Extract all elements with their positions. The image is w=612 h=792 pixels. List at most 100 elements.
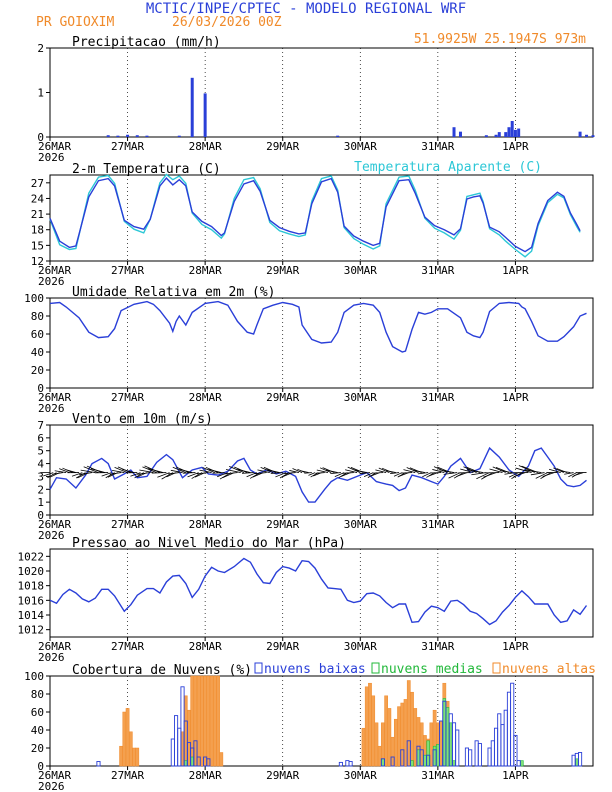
cloud-low-bar — [196, 756, 201, 767]
cloud-high-bar — [377, 745, 382, 767]
x-year-label: 2026 — [38, 275, 65, 288]
wind-vector — [489, 468, 503, 473]
chart-main-title: MCTIC/INPE/CPTEC - MODELO REGIONAL WRF — [146, 1, 466, 17]
precip-bar — [135, 135, 139, 137]
pressure-line — [49, 557, 588, 626]
precip-bar — [452, 127, 456, 137]
wind-vector — [403, 469, 416, 473]
wind-vector — [530, 472, 545, 476]
cloud-medium-bar — [445, 707, 450, 767]
y-tick-label: 12 — [31, 255, 44, 268]
panel-5: Pressao ao Nivel Medio do Mar (hPa) 1012 1… — [18, 536, 594, 664]
wind-vector — [229, 466, 245, 473]
precip-bar — [106, 135, 110, 137]
cloud-low-bar — [578, 752, 583, 767]
cloud-low-bar — [503, 709, 508, 767]
wind-speed-line — [49, 446, 587, 503]
wind-vector — [330, 472, 341, 474]
wind-vector — [463, 466, 477, 473]
y-tick-label: 18 — [31, 224, 44, 237]
precip-bar — [510, 120, 514, 137]
wind-vector — [199, 469, 212, 473]
wind-vector — [237, 469, 251, 473]
panel-frame — [49, 548, 594, 638]
cloud-low-bar — [426, 754, 431, 767]
cloud-low-bar — [490, 740, 495, 767]
cloud-high-bar — [183, 695, 188, 767]
cloud-medium-bar — [423, 754, 427, 767]
y-tick-label: 2 — [37, 483, 44, 496]
cloud-low-bar — [497, 713, 502, 767]
cloud-high-bar — [374, 722, 379, 767]
y-tick-label: 1014 — [18, 609, 45, 622]
wind-vector — [157, 472, 170, 478]
x-tick-label: 29MAR — [266, 264, 299, 277]
station-coordinates: 51.9925W 25.1947S 973m — [414, 32, 586, 47]
x-tick-label: 29MAR — [266, 140, 299, 153]
precip-bar — [591, 135, 595, 137]
wind-vector — [400, 472, 413, 474]
wind-vector — [83, 466, 99, 473]
y-tick-label: 1012 — [18, 624, 45, 637]
wind-vector — [375, 469, 387, 473]
cloud-high-bar — [132, 747, 136, 767]
wind-vector — [564, 472, 574, 475]
wind-vector — [315, 472, 325, 474]
y-tick-label: 0 — [37, 509, 44, 522]
cloud-low-bar — [338, 761, 343, 767]
cloud-high-bar — [387, 708, 392, 767]
cloud-high-bar — [203, 675, 207, 767]
wind-vector — [553, 467, 565, 473]
wind-vector — [275, 472, 287, 478]
wind-vector — [139, 469, 154, 473]
wind-vector — [147, 468, 164, 473]
cloud-medium-bar — [410, 760, 414, 767]
cloud-medium-bar — [449, 722, 453, 767]
x-tick-label: 30MAR — [344, 391, 377, 404]
x-tick-label: 28MAR — [189, 391, 222, 404]
cloud-low-bar — [380, 758, 385, 767]
cloud-low-bar — [206, 758, 211, 767]
wind-vector — [43, 472, 54, 477]
wind-vector — [54, 470, 67, 473]
precip-bar — [585, 134, 589, 137]
x-tick-label: 27MAR — [111, 769, 144, 782]
precip-bar — [145, 135, 149, 137]
wind-vector — [363, 472, 374, 477]
precip-bar — [336, 135, 340, 137]
wind-vector — [389, 472, 400, 475]
wind-vector — [217, 472, 228, 478]
cloud-high-bar — [384, 695, 388, 767]
wind-vector — [90, 468, 106, 473]
wind-vector — [433, 466, 448, 473]
precip-bar — [126, 134, 130, 137]
x-tick-label: 27MAR — [111, 264, 144, 277]
wind-vector — [289, 470, 299, 473]
cloud-high-bar — [413, 708, 418, 767]
x-tick-label: 31MAR — [421, 391, 454, 404]
cloud-low-bar — [193, 740, 198, 767]
panel-frame — [49, 174, 594, 262]
x-tick-label: 26MAR — [38, 640, 71, 653]
x-year-label: 2026 — [38, 529, 65, 542]
cloud-high-bar — [364, 686, 369, 767]
wind-vector — [316, 469, 329, 473]
cloud-low-bar — [477, 743, 482, 767]
y-tick-label: 4 — [37, 458, 44, 471]
x-tick-label: 29MAR — [266, 640, 299, 653]
y-tick-label: 60 — [31, 706, 44, 719]
wind-vector — [196, 472, 209, 475]
x-tick-label: 28MAR — [189, 640, 222, 653]
x-tick-label: 28MAR — [189, 264, 222, 277]
x-tick-label: 27MAR — [111, 640, 144, 653]
x-tick-label: 1APR — [502, 769, 529, 782]
wind-vector — [406, 467, 419, 473]
wind-vector — [439, 469, 455, 473]
x-tick-label: 1APR — [502, 140, 529, 153]
cloud-high-bar — [190, 675, 195, 767]
y-tick-label: 1 — [37, 496, 44, 509]
wind-vector — [347, 466, 361, 473]
precip-bar — [203, 93, 207, 137]
x-tick-label: 26MAR — [38, 518, 71, 531]
